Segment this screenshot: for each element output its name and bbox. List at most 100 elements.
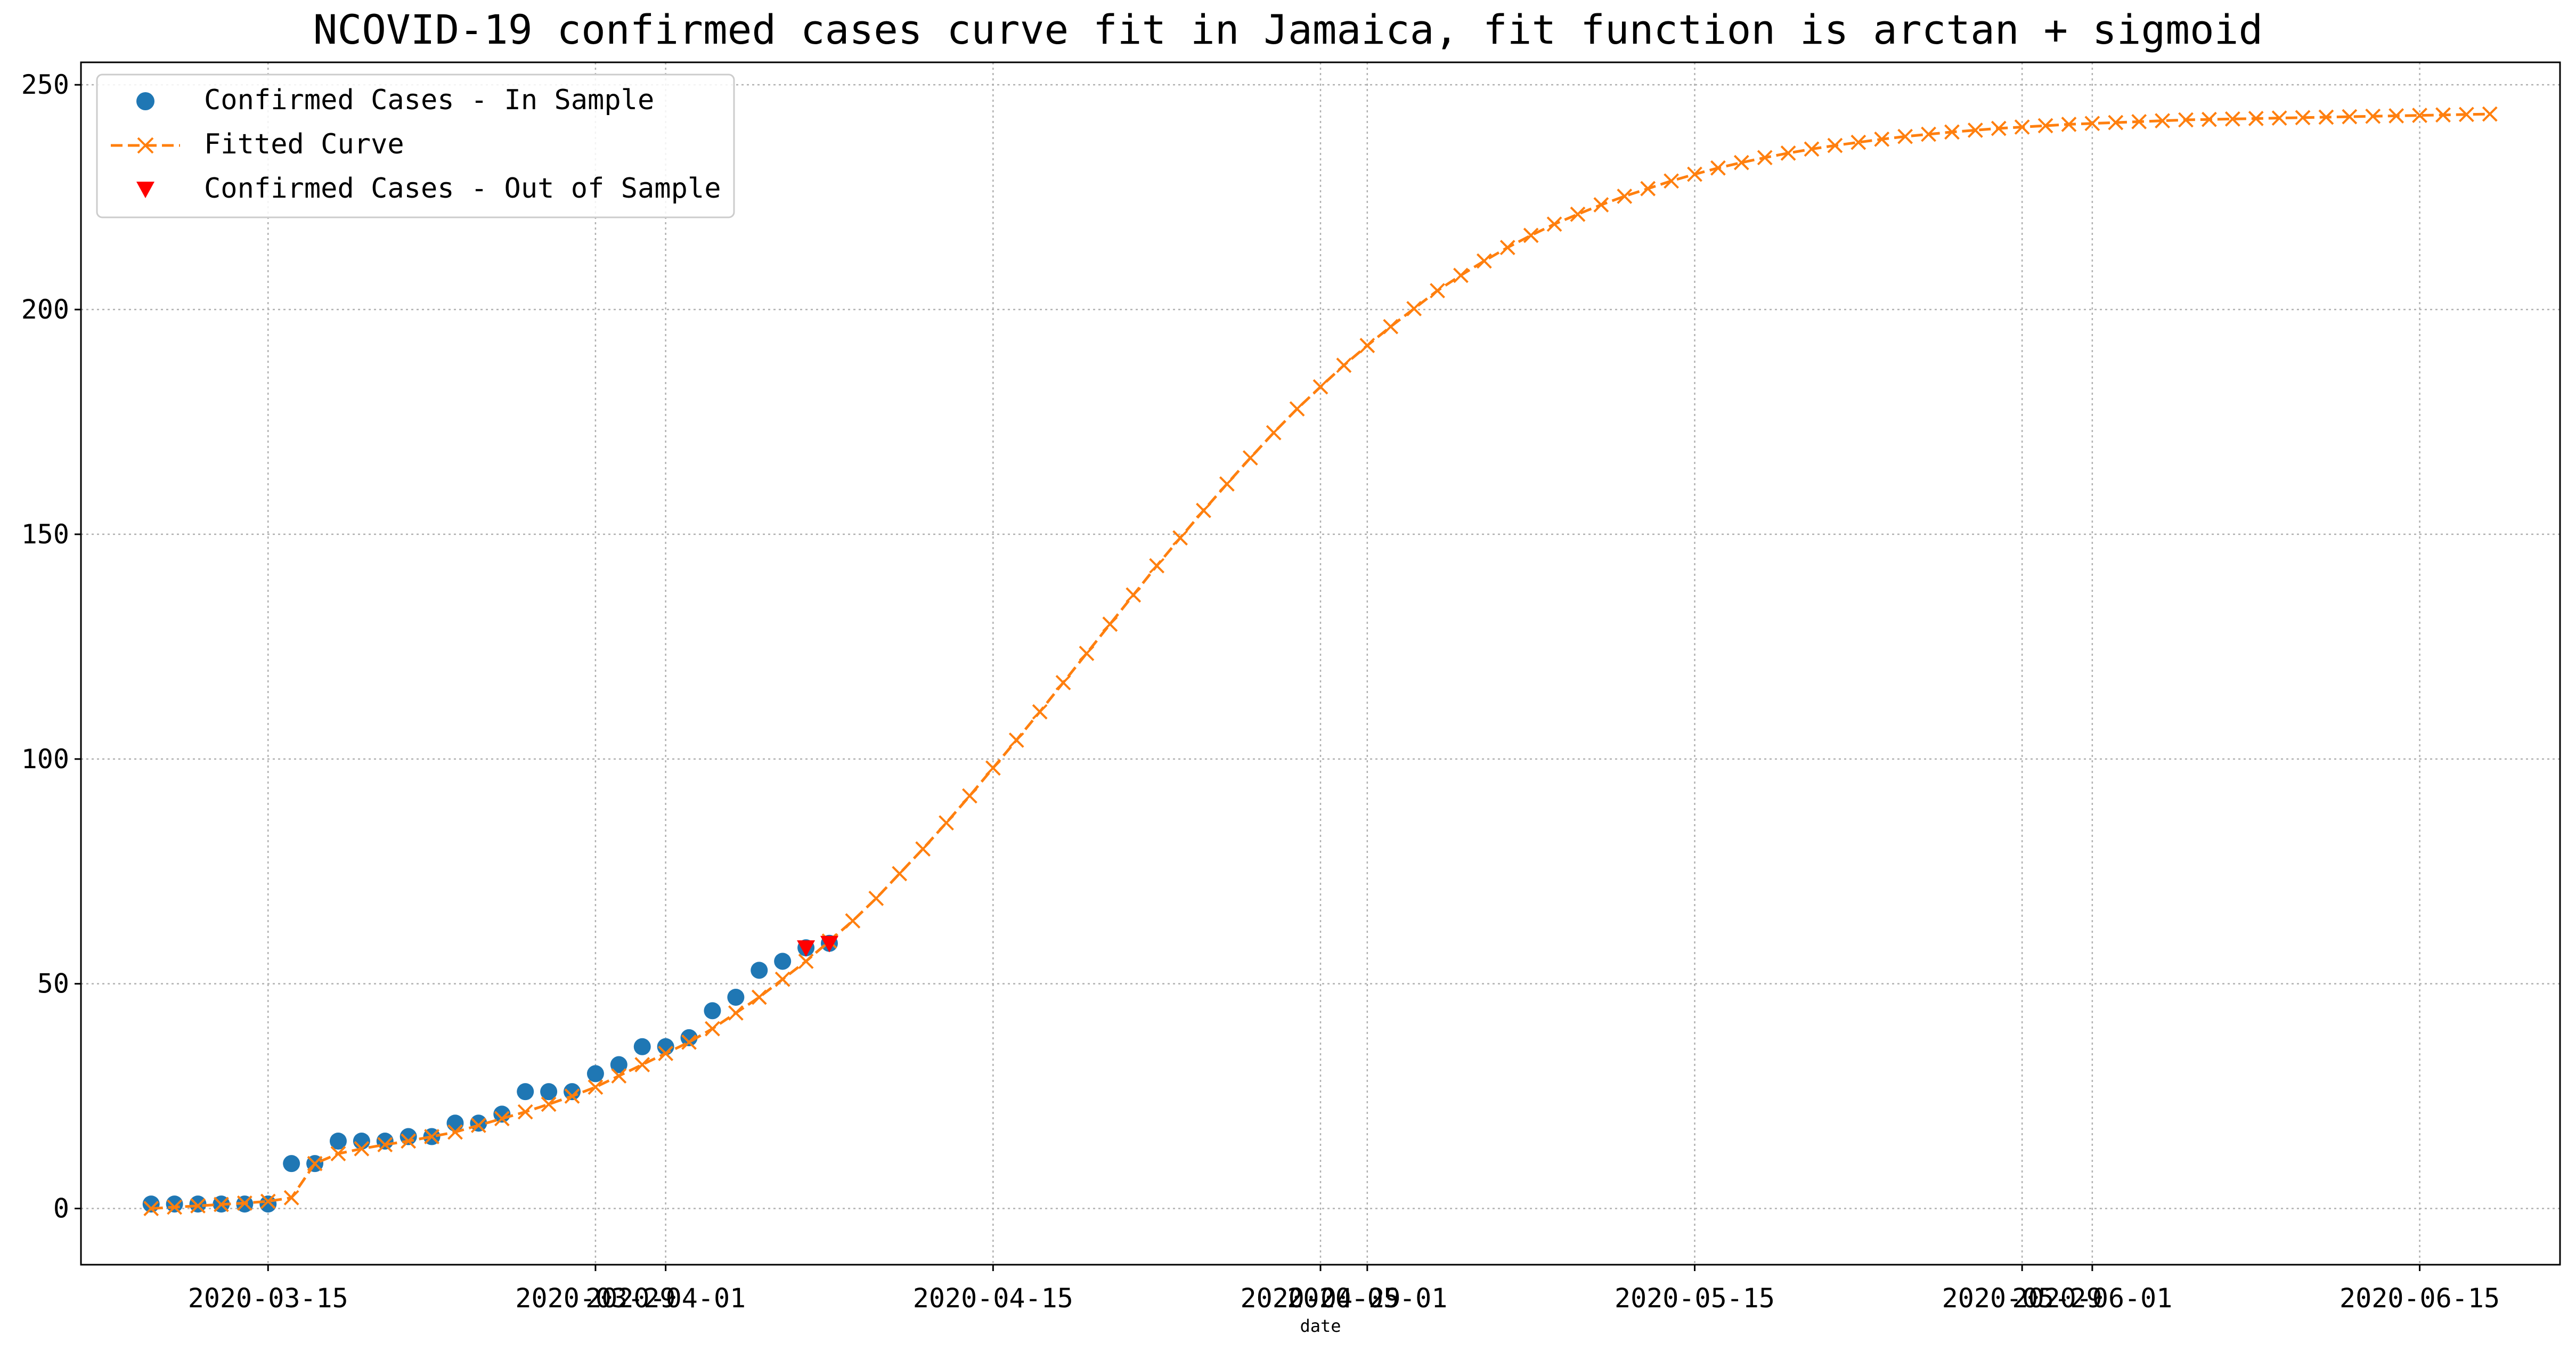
plot-series [142, 106, 2498, 1216]
fitted-point [1523, 227, 1539, 243]
out-of-sample-point [820, 935, 838, 953]
legend-label-out-of-sample: Confirmed Cases - Out of Sample [204, 173, 721, 205]
fitted-point [1733, 154, 1749, 170]
in-sample-point [517, 1083, 534, 1101]
in-sample-point [751, 962, 768, 979]
fitted-point [143, 1201, 159, 1216]
x-tick-label: 2020-06-01 [2012, 1283, 2172, 1314]
fitted-point [214, 1197, 229, 1212]
fitted-point [1664, 173, 1679, 189]
fitted-point [2224, 111, 2240, 127]
fitted-point [1499, 240, 1515, 256]
out-of-sample-point [797, 940, 816, 957]
fitted-point [658, 1046, 674, 1061]
fitted-point [401, 1133, 417, 1149]
fitted-point [1687, 166, 1702, 182]
fitted-point [1219, 476, 1235, 492]
fitted-point [2084, 116, 2100, 132]
series-out-of-sample [797, 935, 838, 957]
fitted-point [1406, 300, 1422, 316]
fitted-point [1593, 197, 1609, 213]
y-tick-label: 50 [37, 969, 69, 999]
fitted-point [798, 954, 814, 969]
in-sample-point [610, 1056, 627, 1073]
fitted-point [2131, 113, 2147, 129]
fitted-point [868, 890, 884, 906]
in-sample-point [329, 1132, 347, 1150]
fitted-point [1359, 338, 1375, 353]
x-tick-label: 2020-05-15 [1615, 1283, 1775, 1314]
fitted-point [2365, 108, 2381, 124]
fitted-point [1617, 189, 1633, 204]
fitted-point [845, 913, 861, 929]
fitted-point [2458, 107, 2474, 123]
in-sample-point [353, 1132, 370, 1150]
fitted-point [1921, 126, 1936, 142]
fitted-point [494, 1111, 510, 1127]
fitted-point [2388, 108, 2404, 124]
fitted-point [1780, 145, 1796, 161]
fitted-point [190, 1198, 206, 1214]
y-tick-label: 250 [21, 69, 69, 100]
in-sample-point [774, 953, 792, 970]
x-tick-label: 2020-03-15 [188, 1283, 348, 1314]
fitted-point [1874, 131, 1890, 147]
fitted-point [1570, 206, 1586, 222]
fitted-point [728, 1005, 744, 1021]
fitted-point [237, 1195, 252, 1211]
fitted-point [1430, 283, 1445, 299]
fitted-point [2412, 108, 2427, 123]
fitted-point [1126, 587, 1142, 603]
fitted-point [447, 1124, 463, 1140]
in-sample-point [166, 1195, 183, 1213]
in-sample-point [470, 1114, 487, 1132]
fitted-point [2271, 110, 2287, 126]
fitted-point [962, 788, 977, 804]
fitted-point [1804, 141, 1820, 157]
in-sample-point [189, 1195, 207, 1213]
legend-marker-in-sample [136, 92, 154, 110]
fitted-point [751, 989, 767, 1005]
fitted-point [611, 1068, 627, 1084]
fitted-point [1640, 181, 1656, 197]
legend-label-fitted: Fitted Curve [204, 128, 404, 160]
fitted-point [681, 1034, 697, 1050]
fitted-point [2037, 118, 2053, 134]
fitted-point [1710, 160, 1726, 176]
x-axis-label: date [1300, 1316, 1341, 1336]
fitted-point [377, 1137, 393, 1153]
y-tick-label: 0 [53, 1193, 69, 1224]
fitted-point [1149, 558, 1165, 574]
grid [81, 62, 2560, 1265]
fitted-point [1827, 137, 1843, 153]
fitted-point [1453, 267, 1469, 283]
y-tick-label: 100 [21, 744, 69, 775]
fitted-point [588, 1079, 604, 1095]
fitted-point [634, 1057, 650, 1072]
fitted-point [1851, 134, 1866, 150]
fitted-point [354, 1141, 370, 1157]
fitted-point [167, 1199, 183, 1215]
fitted-point [1757, 150, 1773, 166]
fitted-point [1172, 530, 1188, 546]
fitted-point [2061, 117, 2077, 132]
fitted-point [1032, 704, 1048, 720]
fitted-point [1055, 674, 1071, 690]
in-sample-point [540, 1083, 558, 1101]
fitted-point [517, 1104, 533, 1120]
fitted-point [2248, 111, 2264, 126]
fitted-point [2155, 113, 2171, 129]
fitted-point [541, 1096, 557, 1112]
fitted-point [2482, 106, 2498, 122]
fitted-point [1546, 216, 1562, 232]
fitted-point [939, 815, 954, 831]
fitted-point [1266, 425, 1282, 441]
fitted-point [2108, 115, 2124, 131]
legend-marker-out-of-sample [136, 182, 154, 198]
fitted-point [1944, 124, 1960, 140]
fitted-point [2202, 111, 2217, 127]
x-tick-label: 2020-06-15 [2339, 1283, 2500, 1314]
fitted-point [705, 1021, 720, 1037]
fitted-point [1289, 401, 1305, 417]
